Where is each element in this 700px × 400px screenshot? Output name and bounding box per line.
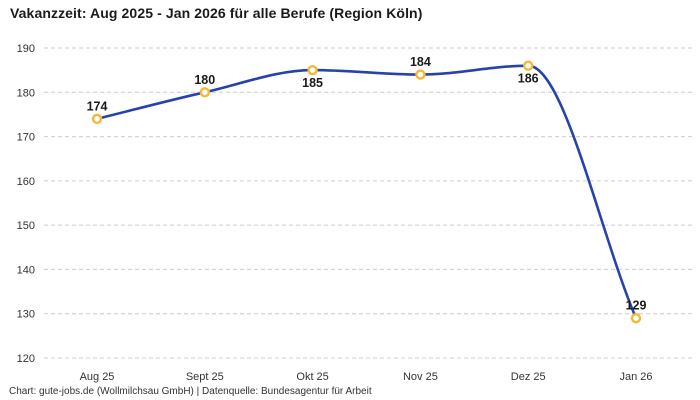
data-point-label: 180 [194,73,215,87]
data-point-marker [523,60,534,71]
x-axis-tick-label: Jan 26 [619,371,652,383]
y-axis-tick-label: 180 [17,87,35,99]
y-axis-tick-label: 170 [17,132,35,144]
x-axis-tick-label: Nov 25 [403,371,438,383]
data-point-marker [91,113,103,125]
data-point-marker [307,64,318,76]
y-axis-tick-label: 130 [17,309,35,321]
y-axis-tick-label: 140 [17,264,35,276]
x-axis-tick-label: Okt 25 [296,371,328,383]
chart-footer: Chart: gute-jobs.de (Wollmilchsau GmbH) … [9,386,372,397]
data-point-label: 184 [410,55,431,69]
data-point-marker [199,87,211,98]
y-axis-tick-label: 160 [17,176,35,188]
data-point-label: 174 [87,99,108,113]
data-line [95,64,638,320]
y-axis-tick-label: 190 [17,43,35,55]
y-axis-tick-label: 150 [17,220,35,232]
data-point-label: 129 [626,299,647,313]
x-axis-tick-label: Dez 25 [511,371,546,383]
data-point-marker [415,69,426,80]
data-point-marker [630,312,642,324]
x-axis-tick-label: Aug 25 [80,371,115,383]
chart-title: Vakanzzeit: Aug 2025 - Jan 2026 für alle… [10,5,423,21]
x-axis-tick-label: Sept 25 [186,371,224,383]
y-axis-tick-label: 120 [17,353,35,365]
data-point-label: 185 [302,76,323,90]
data-point-label: 186 [518,72,539,86]
